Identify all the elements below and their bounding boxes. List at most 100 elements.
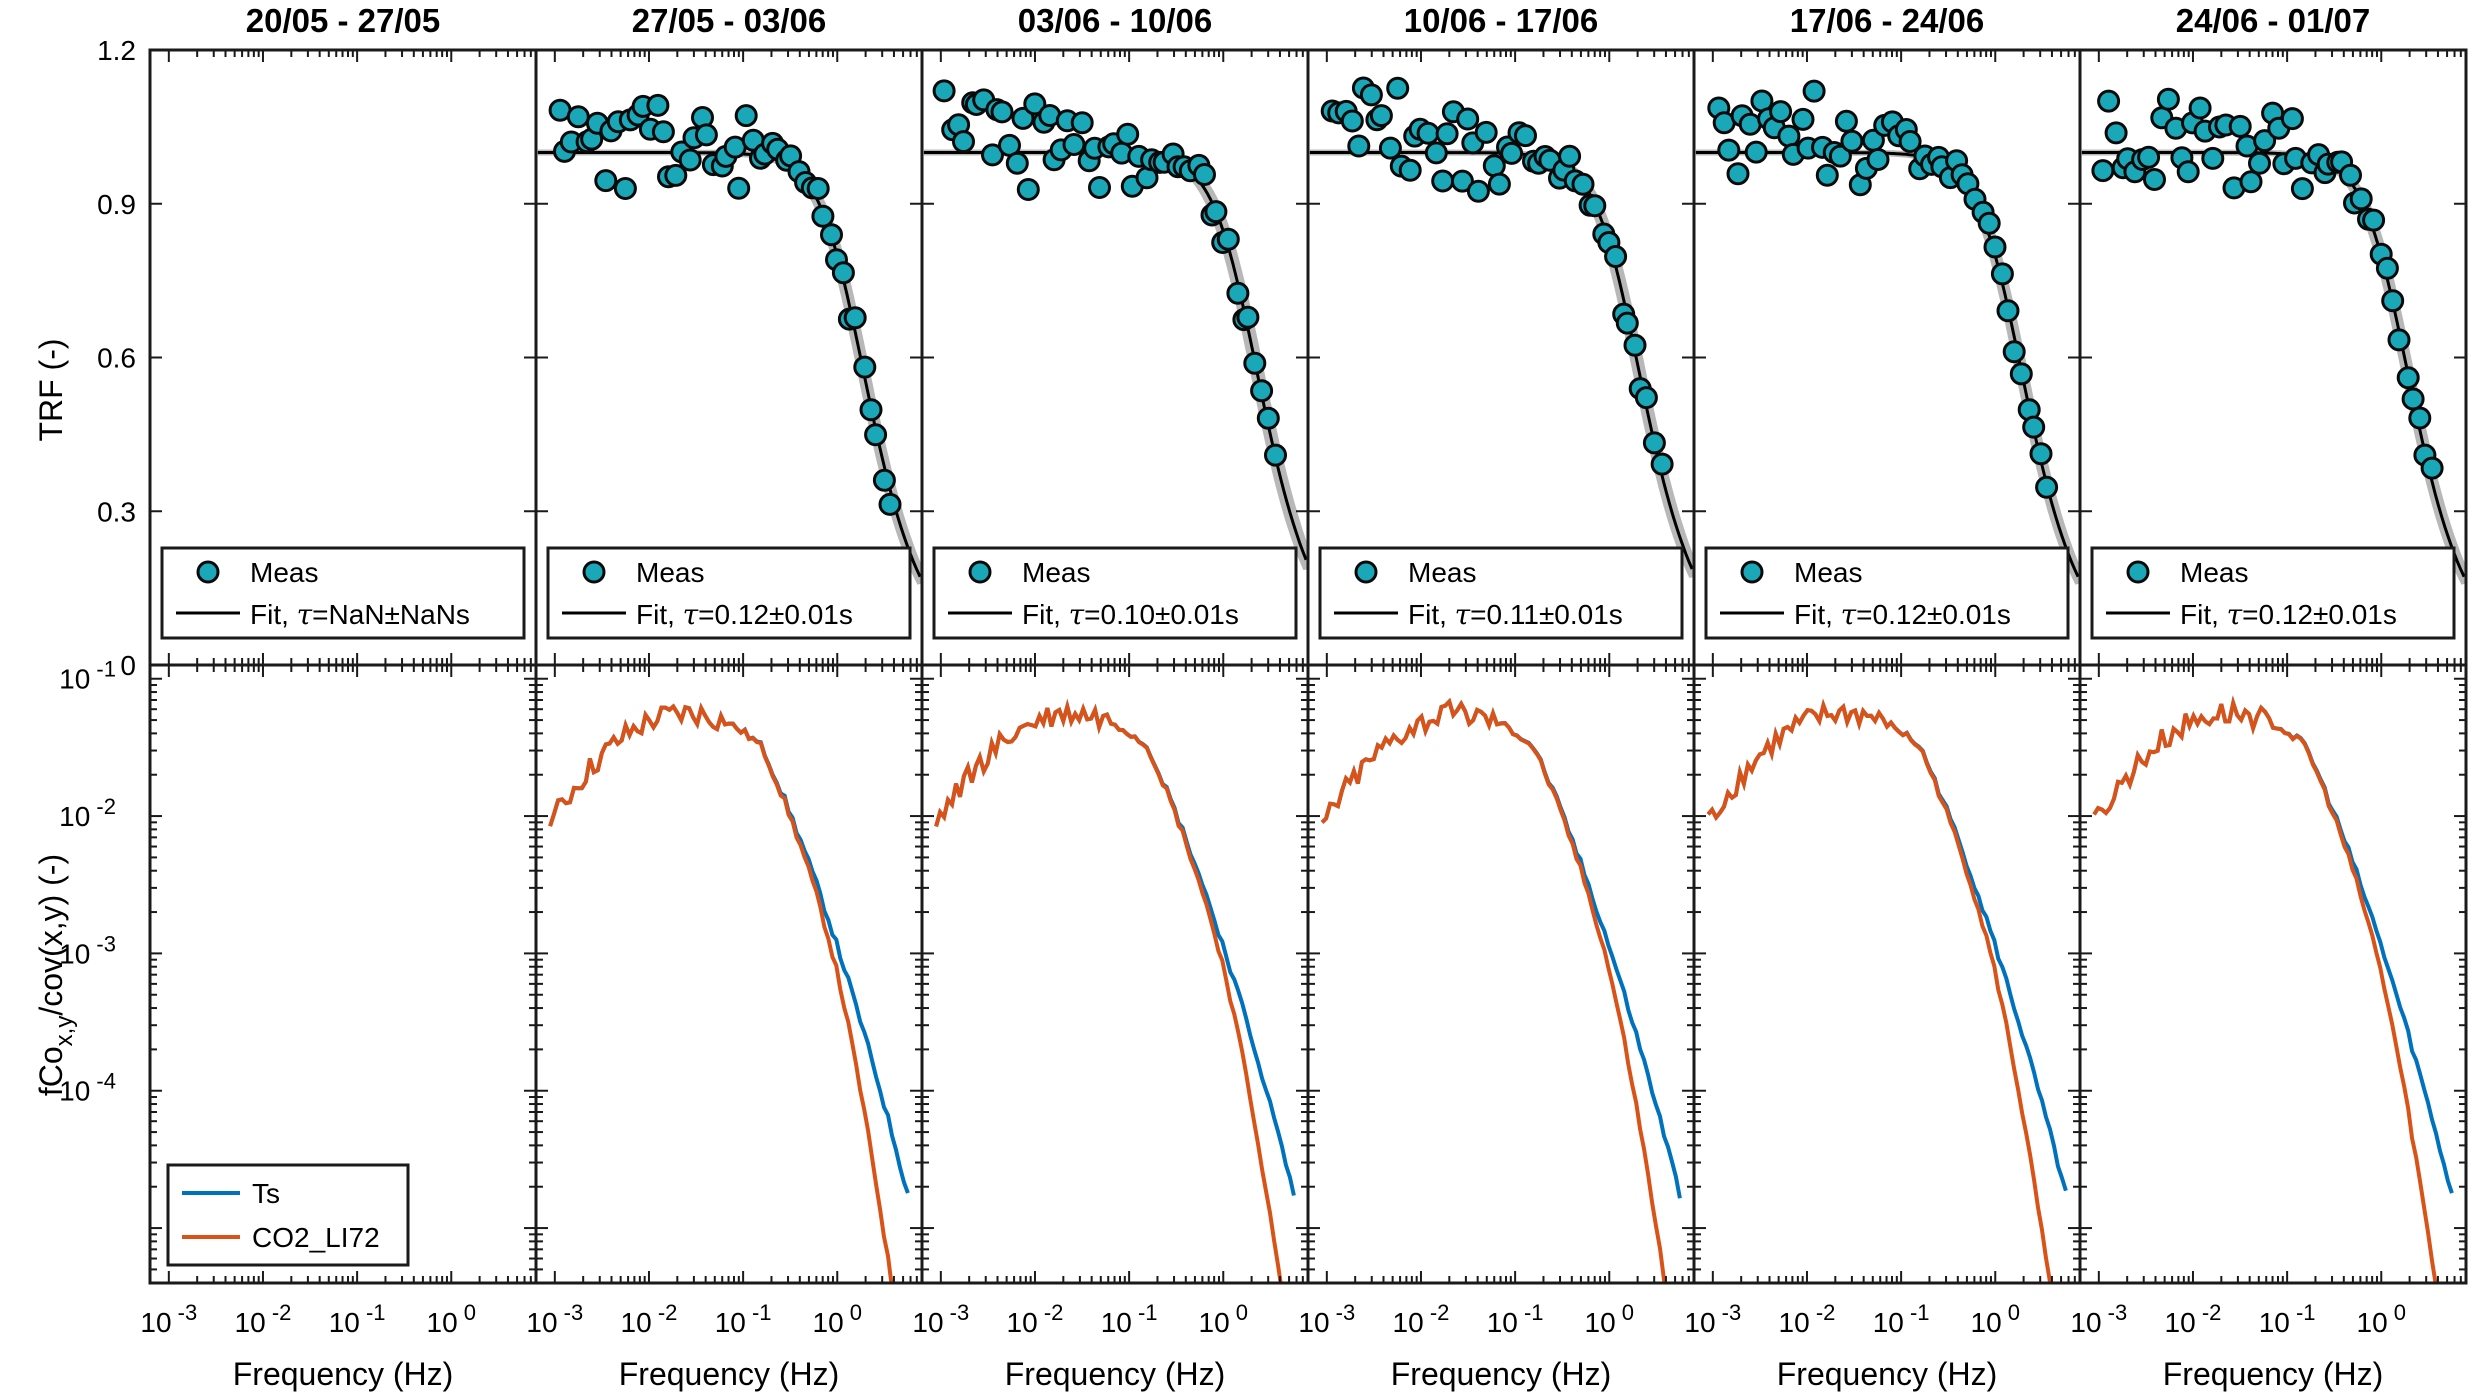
- meas-point: [1487, 172, 1511, 196]
- meas-point: [2248, 151, 2271, 175]
- legend-meas-label: Meas: [2180, 557, 2248, 588]
- panel-2: 27/05 - 03/06 10 -3 10 -2 10 -1 10 0 Frequenc…: [526, 2, 924, 1392]
- x-tick-label: 10 -2: [1393, 1300, 1450, 1338]
- panel-title: 27/05 - 03/06: [632, 2, 827, 39]
- meas-point: [2091, 159, 2115, 183]
- legend-fit-label: Fit, τ=0.12±0.01s: [2180, 598, 2397, 631]
- legend-box: [166, 1163, 410, 1267]
- meas-point: [1243, 351, 1267, 375]
- meas-point: [859, 398, 883, 422]
- legend-ts-label: Ts: [252, 1178, 280, 1209]
- x-axis-label: Frequency (Hz): [2163, 1356, 2384, 1392]
- x-tick-label: 10 -2: [235, 1300, 292, 1338]
- meas-point: [864, 423, 888, 447]
- x-tick-label: 10 0: [813, 1300, 863, 1338]
- trf-legend: Meas Fit, τ=NaN±NaNs: [160, 546, 526, 640]
- meas-point: [1466, 179, 1490, 203]
- meas-point: [831, 261, 855, 285]
- x-tick-label: 10 0: [1585, 1300, 1635, 1338]
- meas-point: [981, 143, 1004, 167]
- meas-point: [1340, 109, 1364, 133]
- legend-box: [160, 546, 526, 640]
- meas-point: [1898, 130, 1922, 153]
- meas-point: [1815, 163, 1839, 187]
- x-tick-label: 10 -3: [2070, 1300, 2127, 1338]
- meas-point: [2035, 475, 2059, 499]
- meas-point: [1416, 121, 1440, 145]
- cospectra-legend: Ts CO2_LI72: [166, 1163, 410, 1267]
- meas-point: [2029, 442, 2053, 466]
- meas-point: [1431, 169, 1455, 193]
- x-tick-label: 10 -3: [526, 1300, 583, 1338]
- meas-point: [1726, 162, 1750, 186]
- co2-cospectrum-line: [934, 698, 1283, 1283]
- bottom-y-axis-label-rest: /cov(x,y) (-): [33, 854, 69, 1016]
- meas-point: [1744, 140, 1768, 164]
- meas-point: [1769, 100, 1793, 124]
- meas-point: [594, 169, 618, 193]
- meas-point: [1777, 124, 1801, 148]
- legend-fit-label: Fit, τ=0.11±0.01s: [1408, 598, 1623, 631]
- meas-point: [2375, 256, 2399, 280]
- meas-point: [1604, 245, 1628, 268]
- meas-point: [694, 123, 718, 147]
- panel-1: 20/05 - 27/05 10 -3 10 -2 10 -1 10 0 Frequenc…: [59, 2, 538, 1392]
- bottom-y-axis-label-sub: x,y: [51, 1016, 78, 1047]
- meas-point: [1398, 158, 1422, 182]
- panels: 20/05 - 27/05 10 -3 10 -2 10 -1 10 0 Frequenc…: [59, 2, 2468, 1392]
- meas-point: [1347, 134, 1371, 158]
- meas-point: [1828, 144, 1852, 168]
- panel-title: 10/06 - 17/06: [1404, 2, 1599, 39]
- meas-point: [2097, 89, 2121, 113]
- bottom-axes-frame: [534, 663, 924, 1285]
- meas-point: [1011, 106, 1035, 130]
- y-tick-label: 1.2: [97, 35, 136, 66]
- co2-cospectrum-line: [1706, 698, 2053, 1283]
- panel-title: 03/06 - 10/06: [1018, 2, 1213, 39]
- x-tick-label: 10 -2: [1007, 1300, 1064, 1338]
- meas-point: [1571, 172, 1595, 196]
- meas-point: [1983, 235, 2007, 259]
- meas-point: [2339, 163, 2362, 187]
- meas-point: [1474, 120, 1498, 144]
- meas-point: [2239, 170, 2263, 194]
- trf-legend: Meas Fit, τ=0.12±0.01s: [1704, 546, 2070, 640]
- meas-point: [1500, 141, 1524, 165]
- panel-6: 24/06 - 01/07 10 -3 10 -2 10 -1 10 0 Frequenc…: [2070, 2, 2468, 1392]
- ts-cospectrum-line: [2092, 695, 2454, 1194]
- legend-box: [932, 546, 1298, 640]
- meas-point: [1256, 406, 1280, 430]
- meas-point: [1062, 133, 1086, 156]
- meas-point: [1791, 107, 1815, 131]
- x-tick-label: 10 -1: [715, 1300, 772, 1338]
- panel-title: 17/06 - 24/06: [1790, 2, 1985, 39]
- meas-point: [2420, 456, 2444, 480]
- meas-point: [1977, 211, 2001, 235]
- x-tick-label: 10 0: [2357, 1300, 2407, 1338]
- x-tick-label: 10 -1: [2259, 1300, 2316, 1338]
- legend-box: [546, 546, 912, 640]
- cospectra-plot-area: [934, 698, 1296, 1283]
- meas-point: [2137, 145, 2161, 169]
- trf-legend: Meas Fit, τ=0.10±0.01s: [932, 546, 1298, 640]
- meas-point: [1116, 122, 1140, 146]
- meas-point: [2022, 415, 2046, 439]
- panel-5: 17/06 - 24/06 10 -3 10 -2 10 -1 10 0 Frequenc…: [1684, 2, 2082, 1392]
- x-axis-label: Frequency (Hz): [1391, 1356, 1612, 1392]
- meas-point: [952, 130, 975, 154]
- meas-point: [1834, 109, 1858, 133]
- legend-co2-label: CO2_LI72: [252, 1222, 380, 1253]
- x-tick-label: 10 -2: [1779, 1300, 1836, 1338]
- trf-plot-area: [2081, 87, 2466, 585]
- x-axis-label: Frequency (Hz): [233, 1356, 454, 1392]
- top-y-axis-label: TRF (-): [33, 338, 69, 441]
- meas-point: [1193, 163, 1216, 186]
- legend-box: [1704, 546, 2070, 640]
- y-tick-label: 10 -1: [59, 657, 116, 695]
- fit-uncertainty-band: [1309, 149, 1694, 578]
- meas-point: [2156, 87, 2180, 111]
- y-tick-label: 10 -3: [59, 931, 116, 969]
- trf-legend: Meas Fit, τ=0.11±0.01s: [1318, 546, 1684, 640]
- meas-point: [1996, 299, 2020, 323]
